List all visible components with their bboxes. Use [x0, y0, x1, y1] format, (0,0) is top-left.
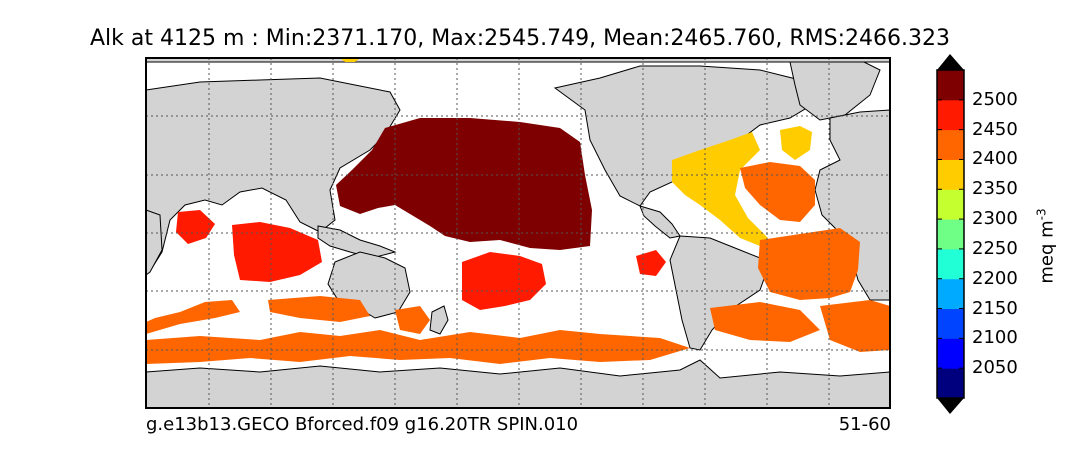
field-south-pacific — [462, 252, 546, 310]
field-southern-ocean — [146, 300, 690, 364]
map-panel — [145, 57, 891, 409]
colorbar-segment — [937, 338, 964, 369]
field-south-atlantic — [758, 228, 860, 300]
field-north-atlantic — [672, 132, 768, 246]
colorbar-segment — [937, 99, 964, 131]
colorbar-tick-label: 2300 — [972, 208, 1018, 230]
map-frame — [145, 57, 891, 409]
colorbar-segment — [937, 308, 964, 339]
land-new-zealand — [429, 305, 449, 335]
colorbar-segment — [937, 248, 964, 280]
colorbar-tick-label: 2400 — [972, 148, 1018, 170]
colorbar-extend-max — [937, 54, 964, 70]
colorbar-units: meq m-3 — [1035, 208, 1058, 283]
units-exponent: -3 — [1034, 208, 1049, 221]
colorbar-tick-label: 2150 — [972, 297, 1018, 319]
alkalinity-field — [146, 58, 890, 364]
colorbar-tick-label: 2450 — [972, 118, 1018, 140]
field-southern-indian — [268, 296, 370, 322]
field-southern-atlantic-band — [710, 302, 820, 342]
land-central-america — [639, 205, 681, 239]
colorbar-tick-label: 2500 — [972, 88, 1018, 110]
colorbar-tick-label: 2100 — [972, 327, 1018, 349]
colorbar — [936, 54, 965, 414]
years-caption: 51-60 — [838, 414, 891, 435]
gridlines — [146, 58, 890, 408]
colorbar-segment — [937, 189, 964, 220]
land-indonesia — [317, 225, 397, 259]
field-indian-ocean-2 — [176, 210, 215, 244]
land-south-america — [669, 235, 771, 351]
colorbar-segment — [937, 70, 964, 101]
map-title: Alk at 4125 m : Min:2371.170, Max:2545.7… — [90, 26, 950, 51]
field-indian-ocean-1 — [232, 222, 322, 282]
units-base: meq m — [1036, 220, 1058, 284]
colorbar-tick-label: 2250 — [972, 237, 1018, 259]
land-masses — [145, 57, 891, 409]
colorbar-tick-label: 2050 — [972, 357, 1018, 379]
field-atlantic-east — [740, 162, 815, 222]
field-north-atlantic-east — [780, 126, 812, 160]
colorbar-segment — [937, 278, 964, 310]
colorbar-tick-label: 2350 — [972, 178, 1018, 200]
colorbar-frame — [936, 69, 965, 399]
colorbar-segment — [937, 368, 964, 399]
run-caption: g.e13b13.GECO Bforced.f09 g16.20TR SPIN.… — [146, 414, 579, 435]
colorbar-tick-label: 2200 — [972, 267, 1018, 289]
field-north-pacific — [336, 118, 592, 250]
field-southern-east — [820, 300, 890, 352]
colorbar-segment — [937, 129, 964, 160]
colorbar-extend-min — [937, 398, 964, 414]
colorbar-segment — [937, 159, 964, 190]
field-southern-sw — [395, 306, 430, 334]
colorbar-segment — [937, 219, 964, 250]
